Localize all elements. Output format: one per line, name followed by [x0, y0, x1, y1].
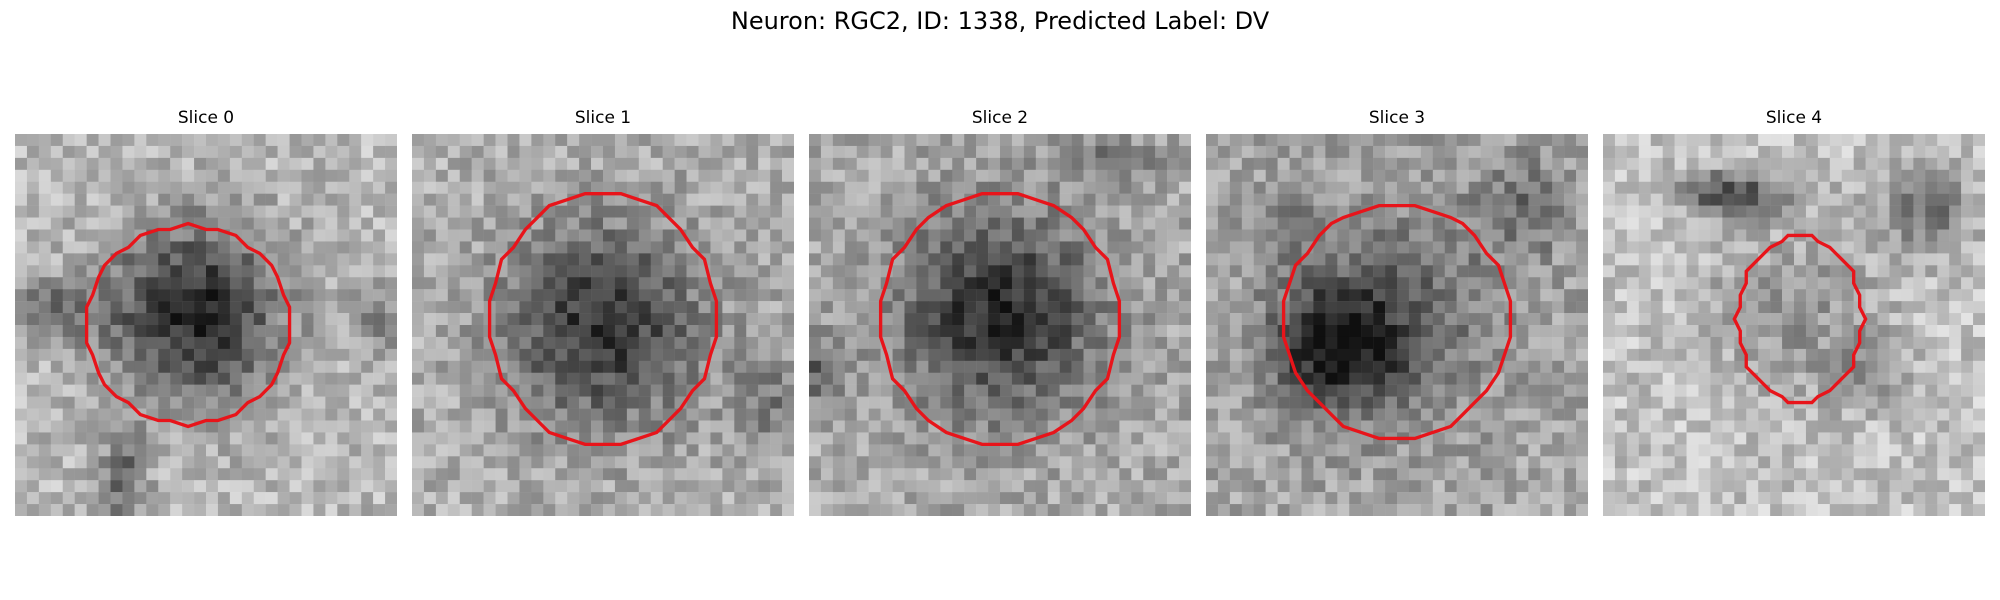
pixel-grid — [1603, 134, 1985, 516]
figure-title: Neuron: RGC2, ID: 1338, Predicted Label:… — [730, 7, 1270, 35]
slice-panel-3: Slice 3 — [1206, 108, 1588, 516]
slice-image — [1206, 134, 1588, 516]
pixel-grid — [809, 134, 1191, 516]
slice-title: Slice 0 — [177, 108, 235, 128]
roi-contour — [878, 192, 1122, 447]
slice-image — [412, 134, 794, 516]
slice-panel-0: Slice 0 — [15, 108, 397, 516]
slice-panel-1: Slice 1 — [412, 108, 794, 516]
slice-panel-4: Slice 4 — [1603, 108, 1985, 516]
pixel-grid — [1206, 134, 1588, 516]
slice-panel-2: Slice 2 — [809, 108, 1191, 516]
slice-image — [1603, 134, 1985, 516]
slice-image — [809, 134, 1191, 516]
roi-contour — [487, 192, 719, 447]
slice-title: Slice 2 — [971, 108, 1029, 128]
pixel-grid — [15, 134, 397, 516]
roi-contour — [1281, 203, 1513, 441]
slice-image — [15, 134, 397, 516]
slice-title: Slice 1 — [574, 108, 632, 128]
pixel-grid — [412, 134, 794, 516]
roi-contour — [84, 221, 292, 429]
slice-title: Slice 3 — [1368, 108, 1426, 128]
roi-contour — [1732, 233, 1868, 405]
slice-title: Slice 4 — [1765, 108, 1823, 128]
